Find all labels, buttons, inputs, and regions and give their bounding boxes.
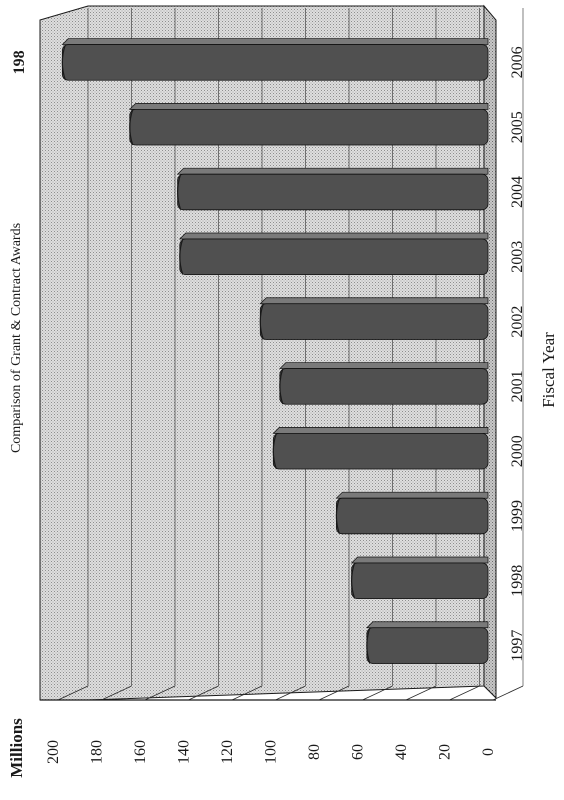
- bar-cap-2006: [61, 44, 66, 81]
- x-tick-label-1998: 1998: [509, 565, 526, 597]
- gridline-140: [188, 685, 219, 701]
- bar-2000: [272, 432, 489, 470]
- y-tick-label-0: 0: [480, 748, 497, 756]
- bar-top-2001: [279, 362, 489, 369]
- bar-top-1999: [335, 491, 489, 499]
- bar-1998: [351, 562, 489, 600]
- x-tick-label-2002: 2002: [509, 306, 526, 338]
- gridline-160: [144, 685, 176, 701]
- bar-cap-1998: [351, 562, 356, 599]
- y-tick-label-160: 160: [132, 740, 149, 764]
- bar-cap-2002: [259, 303, 264, 340]
- gridline-60: [362, 685, 393, 701]
- bar-cap-1997: [366, 627, 371, 664]
- gridline-200: [57, 685, 89, 701]
- y-tick-label-80: 80: [306, 744, 323, 760]
- x-tick-label-2003: 2003: [509, 241, 526, 273]
- bar-2005: [129, 108, 489, 146]
- gridline-20: [449, 685, 480, 701]
- y-axis-title: Millions: [7, 718, 26, 778]
- y-tick-label-40: 40: [393, 744, 410, 760]
- bar-top-1997: [366, 621, 489, 629]
- bar-1997: [366, 627, 489, 664]
- x-tick-label-2006: 2006: [509, 46, 526, 78]
- bar-cap-2000: [272, 433, 277, 470]
- x-axis-title: Fiscal Year: [539, 332, 558, 408]
- bar-2004: [177, 173, 489, 211]
- bar-cap-1999: [335, 497, 340, 535]
- y-tick-label-120: 120: [219, 740, 236, 764]
- bar-top-2000: [272, 427, 489, 434]
- gridline-120: [231, 685, 263, 701]
- y-tick-label-20: 20: [437, 744, 454, 760]
- x-tick-label-1999: 1999: [509, 500, 526, 532]
- bar-top-2002: [259, 297, 489, 305]
- gridline-100: [275, 685, 306, 701]
- bar-cap-2003: [179, 238, 184, 275]
- chart-title: Comparison of Grant & Contract Awards: [9, 223, 24, 453]
- x-tick-label-2004: 2004: [509, 176, 526, 208]
- gridline-40: [405, 685, 437, 701]
- bar-cap-2005: [129, 109, 134, 146]
- x-tick-label-2001: 2001: [509, 370, 526, 402]
- bar-2002: [259, 303, 489, 340]
- y-tick-label-140: 140: [176, 740, 193, 764]
- y-tick-label-180: 180: [89, 740, 106, 764]
- bar-cap-2004: [177, 173, 182, 211]
- y-tick-label-200: 200: [45, 740, 62, 764]
- bar-top-2004: [176, 167, 489, 175]
- bar-top-1998: [350, 556, 489, 564]
- bar-top-2005: [128, 103, 489, 110]
- bar-top-2003: [178, 232, 489, 240]
- bar-2006: [61, 44, 489, 81]
- bar-1999: [335, 497, 489, 535]
- gridline-180: [101, 685, 132, 701]
- y-tick-label-100: 100: [263, 740, 280, 764]
- bar-cap-2001: [279, 368, 284, 405]
- gridline-80: [318, 685, 350, 701]
- x-tick-label-1997: 1997: [509, 630, 526, 662]
- data-label-2006: 198: [11, 50, 28, 74]
- bar-2001: [279, 368, 489, 405]
- bar-2003: [179, 238, 489, 276]
- x-tick-label-2005: 2005: [509, 111, 526, 143]
- bar-top-2006: [61, 38, 489, 45]
- gridline-0: [492, 685, 524, 701]
- x-tick-label-2000: 2000: [509, 435, 526, 467]
- y-tick-label-60: 60: [350, 744, 367, 760]
